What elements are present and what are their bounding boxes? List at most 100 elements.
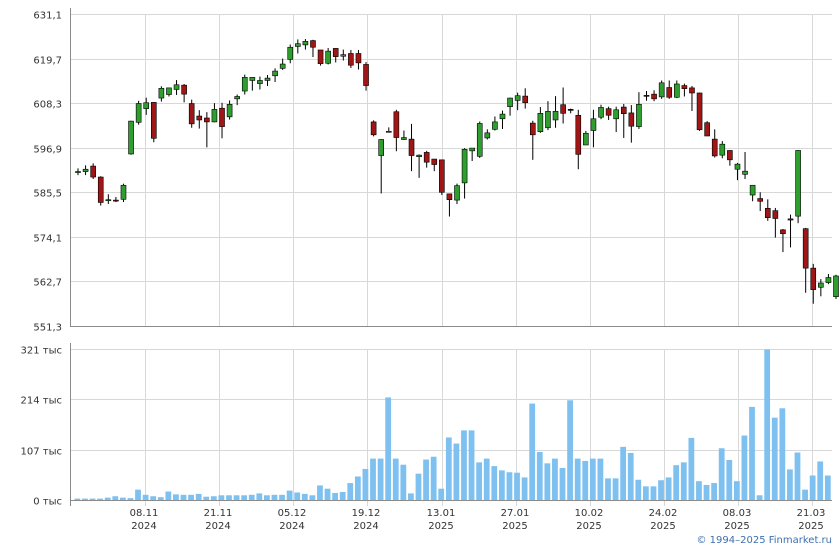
- candle-body: [818, 282, 824, 288]
- volume-bar: [423, 459, 429, 500]
- copyright-notice: © 1994–2025 Finmarket.ru: [696, 535, 832, 546]
- volume-bar: [544, 463, 551, 500]
- candle-body: [590, 118, 597, 131]
- candle-body: [666, 87, 673, 98]
- x-tick-year: 2025: [502, 521, 527, 532]
- candle-body: [628, 112, 635, 127]
- x-tick-date: 19.12: [352, 508, 381, 519]
- volume-tick-label: 107 тыс: [21, 447, 62, 458]
- volume-bar: [643, 486, 649, 500]
- volume-bar: [536, 452, 543, 500]
- candle-body: [734, 163, 741, 170]
- candle-body: [97, 176, 104, 203]
- price-tick-label: 608,3: [33, 100, 62, 111]
- volume-bar: [438, 488, 445, 500]
- candle-body: [310, 40, 316, 48]
- candle-body: [90, 165, 96, 178]
- candle-body: [431, 158, 438, 165]
- candle-body: [598, 107, 604, 118]
- volume-bar: [119, 497, 126, 500]
- volume-bar: [779, 408, 786, 500]
- volume-bar: [620, 446, 627, 500]
- volume-bar: [354, 476, 361, 500]
- volume-bar: [112, 496, 119, 500]
- x-tick-date: 24.02: [649, 508, 678, 519]
- candle-body: [681, 85, 688, 89]
- volume-bar: [711, 483, 717, 500]
- volume-bar: [332, 492, 338, 500]
- candle-body: [560, 104, 566, 114]
- candle-body: [499, 113, 506, 120]
- volume-bar: [688, 437, 695, 500]
- candle-body: [583, 132, 589, 146]
- candle-body: [401, 137, 407, 140]
- volume-bar: [733, 481, 740, 500]
- candle-body: [363, 64, 369, 86]
- volume-bar: [195, 493, 202, 500]
- candle-body: [795, 150, 801, 217]
- volume-bar: [529, 403, 536, 500]
- volume-bar: [286, 490, 293, 500]
- volume-bar: [574, 458, 581, 500]
- volume-bar: [362, 468, 369, 500]
- x-tick-date: 05.12: [278, 508, 307, 519]
- price-panel: 631,1 619,7 608,3 596,9 585,5 574,1 562,7 551,3: [33, 8, 839, 334]
- candle-body: [545, 111, 551, 129]
- volume-bar: [377, 458, 384, 500]
- candle-body: [469, 147, 475, 152]
- volume-bar: [764, 349, 771, 500]
- volume-bar: [468, 430, 475, 500]
- candle-body: [613, 109, 619, 120]
- volume-bar: [157, 497, 164, 500]
- candle-body: [355, 53, 362, 64]
- volume-bar: [794, 452, 801, 500]
- candle-body: [643, 95, 650, 97]
- volume-bar: [385, 397, 392, 500]
- candle-body: [575, 114, 582, 155]
- candle-body: [537, 113, 544, 132]
- volume-bar: [635, 479, 642, 500]
- volume-bar: [627, 452, 634, 500]
- candle-body: [272, 70, 278, 77]
- volume-bar: [665, 477, 672, 500]
- price-tick-label: 585,5: [33, 189, 62, 200]
- volume-bar: [241, 495, 248, 500]
- volume-bar: [301, 493, 308, 500]
- candle-body: [749, 184, 756, 196]
- x-tick-year: 2025: [724, 521, 749, 532]
- candle-body: [75, 171, 81, 173]
- volume-bar: [150, 496, 157, 500]
- volume-bar: [256, 493, 263, 500]
- candle-body: [385, 130, 392, 133]
- candle-body: [113, 199, 119, 202]
- volume-bar: [82, 498, 88, 500]
- volume-bar: [271, 494, 278, 500]
- candle-body: [514, 95, 521, 101]
- candle-body: [529, 122, 536, 136]
- volume-bar: [589, 458, 596, 500]
- candle-body: [325, 50, 331, 64]
- candle-body: [704, 122, 710, 137]
- candle-body: [764, 208, 771, 218]
- volume-bar: [97, 498, 104, 500]
- x-tick-date: 21.03: [797, 508, 826, 519]
- volume-bar: [430, 456, 437, 500]
- x-tick-year: 2025: [798, 521, 823, 532]
- candle-body: [378, 139, 385, 156]
- price-tick-label: 551,3: [33, 323, 62, 334]
- price-tick-label: 562,7: [33, 278, 62, 289]
- volume-bar: [453, 443, 460, 500]
- x-tick-date: 27.01: [501, 508, 530, 519]
- candle-body: [454, 185, 460, 201]
- candle-body: [317, 49, 324, 64]
- x-tick-year: 2024: [131, 521, 156, 532]
- volume-bar: [188, 494, 194, 500]
- candle-body: [552, 111, 559, 121]
- candle-body: [249, 77, 256, 81]
- candle-body: [226, 104, 233, 118]
- volume-bar: [703, 484, 710, 500]
- volume-bar: [696, 481, 702, 500]
- candle-body: [204, 117, 210, 123]
- candle-body: [757, 198, 764, 202]
